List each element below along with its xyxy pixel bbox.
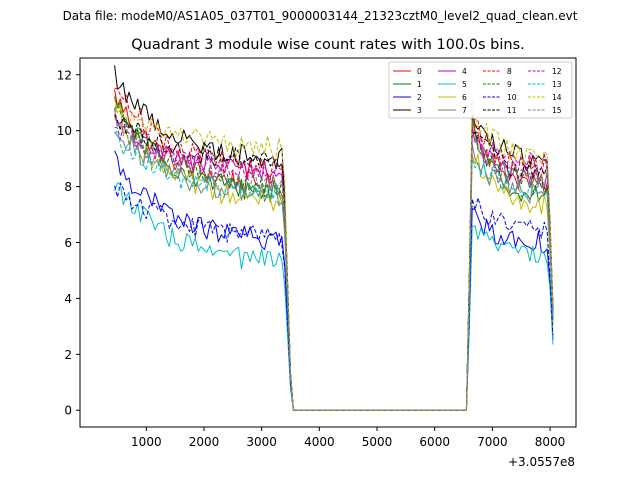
series-line-7 [114, 131, 554, 411]
x-tick-label: 1000 [131, 435, 162, 449]
series-line-3 [114, 65, 554, 411]
legend-label-7: 7 [462, 106, 467, 115]
legend-label-15: 15 [552, 106, 562, 115]
legend-label-9: 9 [507, 80, 512, 89]
legend-label-4: 4 [462, 67, 467, 76]
x-tick-label: 3000 [246, 435, 277, 449]
x-axis: 1000 2000 3000 4000 5000 6000 7000 8000 [131, 427, 565, 449]
legend-label-13: 13 [552, 80, 562, 89]
legend-label-2: 2 [417, 93, 422, 102]
legend-label-3: 3 [417, 106, 422, 115]
figure-suptitle: Data file: modeM0/AS1A05_037T01_90000031… [63, 9, 578, 23]
y-tick-label: 12 [57, 68, 72, 82]
x-tick-label: 6000 [419, 435, 450, 449]
legend-label-1: 1 [417, 80, 422, 89]
series-layer [114, 65, 554, 411]
legend-label-5: 5 [462, 80, 467, 89]
y-tick-label: 6 [64, 236, 72, 250]
series-line-14 [114, 96, 554, 411]
y-tick-label: 10 [57, 124, 72, 138]
y-tick-label: 4 [64, 292, 72, 306]
series-line-9 [114, 103, 554, 411]
series-line-10 [114, 182, 554, 411]
legend-label-14: 14 [552, 93, 562, 102]
series-line-8 [114, 87, 554, 411]
x-offset-label: +3.0557e8 [508, 455, 575, 469]
series-line-15 [114, 116, 554, 411]
x-tick-label: 7000 [477, 435, 508, 449]
x-tick-label: 5000 [362, 435, 393, 449]
legend-label-11: 11 [507, 106, 517, 115]
y-tick-label: 0 [64, 404, 72, 418]
series-line-11 [114, 114, 554, 411]
series-line-5 [114, 182, 554, 411]
series-line-12 [114, 124, 554, 411]
series-line-13 [114, 130, 554, 411]
chart-title: Quadrant 3 module wise count rates with … [131, 37, 525, 53]
y-tick-label: 2 [64, 348, 72, 362]
y-tick-label: 8 [64, 180, 72, 194]
legend-label-8: 8 [507, 67, 512, 76]
x-tick-label: 8000 [535, 435, 566, 449]
legend-label-12: 12 [552, 67, 562, 76]
x-tick-label: 2000 [189, 435, 220, 449]
legend-label-0: 0 [417, 67, 422, 76]
y-axis: 0 2 4 6 8 10 12 [57, 68, 80, 418]
x-tick-label: 4000 [304, 435, 335, 449]
legend-label-10: 10 [507, 93, 517, 102]
legend-frame [388, 61, 573, 119]
legend-label-6: 6 [462, 93, 467, 102]
